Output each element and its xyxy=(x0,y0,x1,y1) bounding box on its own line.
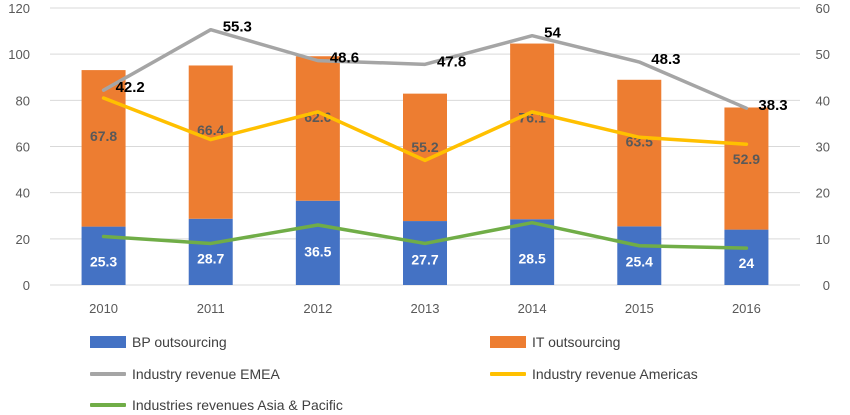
bar-bp-outsourcing xyxy=(403,221,447,285)
data-label-it: 67.8 xyxy=(90,128,117,144)
y-right-tick-label: 20 xyxy=(816,186,830,201)
y-left-tick-label: 40 xyxy=(16,186,30,201)
data-label-bp: 24 xyxy=(739,255,755,271)
x-tick-label: 2015 xyxy=(625,301,654,316)
y-right-tick-label: 0 xyxy=(823,278,830,293)
bar-bp-outsourcing xyxy=(510,219,555,285)
bar-it-outsourcing xyxy=(724,107,769,230)
data-label-emea: 48.6 xyxy=(330,50,359,67)
bar-it-outsourcing xyxy=(403,93,447,222)
line-apac xyxy=(101,220,749,250)
bar-bp-outsourcing xyxy=(724,229,769,285)
data-label-bp: 36.5 xyxy=(304,243,331,259)
data-label-bp: 28.5 xyxy=(519,251,546,267)
bar-it-outsourcing xyxy=(295,56,340,201)
data-label-it: 52.9 xyxy=(733,151,760,167)
y-right-tick-label: 50 xyxy=(816,47,830,62)
data-label-emea: 48.3 xyxy=(651,51,680,68)
x-tick-label: 2014 xyxy=(518,301,547,316)
x-tick-label: 2012 xyxy=(303,301,332,316)
y-left-tick-label: 80 xyxy=(16,93,30,108)
x-tick-label: 2013 xyxy=(411,301,440,316)
x-tick-label: 2010 xyxy=(89,301,118,316)
y-right-tick-label: 10 xyxy=(816,232,830,247)
data-label-bp: 25.4 xyxy=(626,254,653,270)
y-left-tick-label: 100 xyxy=(8,47,30,62)
line-emea xyxy=(101,27,749,110)
bar-it-outsourcing xyxy=(617,79,662,227)
y-left-tick-label: 20 xyxy=(16,232,30,247)
data-label-emea: 38.3 xyxy=(758,97,787,114)
y-right-tick-label: 60 xyxy=(816,1,830,16)
line-americas xyxy=(101,96,749,163)
bar-bp-outsourcing xyxy=(188,218,233,285)
y-left-tick-label: 60 xyxy=(16,140,30,155)
x-tick-label: 2016 xyxy=(732,301,761,316)
bar-it-outsourcing xyxy=(81,70,126,227)
data-label-bp: 25.3 xyxy=(90,254,117,270)
bar-bp-outsourcing xyxy=(295,200,340,285)
bar-it-outsourcing xyxy=(188,65,233,219)
data-label-emea: 54 xyxy=(544,25,561,42)
data-label-emea: 55.3 xyxy=(223,19,252,36)
data-label-emea: 42.2 xyxy=(116,79,145,96)
y-left-tick-label: 120 xyxy=(8,1,30,16)
y-left-tick-label: 0 xyxy=(23,278,30,293)
bar-it-outsourcing xyxy=(510,43,555,220)
y-right-tick-label: 40 xyxy=(816,93,830,108)
x-tick-label: 2011 xyxy=(197,301,225,316)
data-label-bp: 27.7 xyxy=(411,251,438,267)
y-right-tick-label: 30 xyxy=(816,140,830,155)
bar-bp-outsourcing xyxy=(617,226,662,285)
data-label-it: 66.4 xyxy=(197,122,224,138)
data-label-it: 55.2 xyxy=(411,139,438,155)
data-label-emea: 47.8 xyxy=(437,53,466,70)
data-label-bp: 28.7 xyxy=(197,251,224,267)
